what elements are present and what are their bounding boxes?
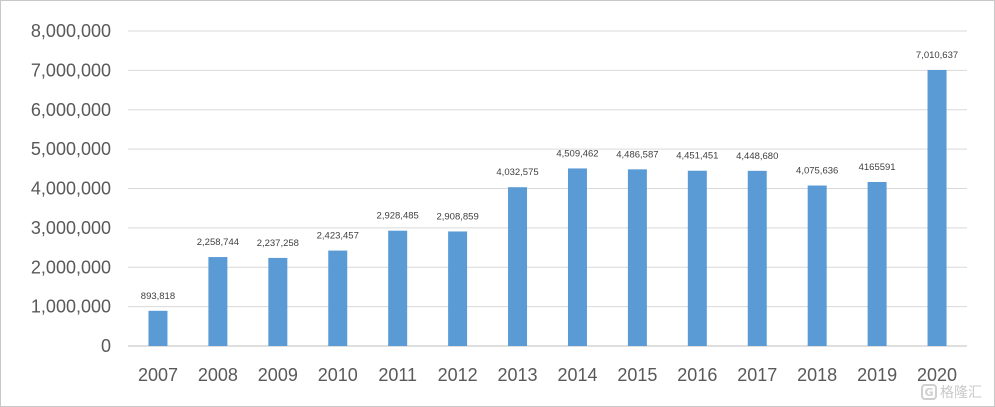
y-axis-ticks: 0 1,000,000 2,000,000 3,000,000 4,000,000 5,0… [31, 21, 111, 356]
x-tick-label: 2017 [737, 365, 777, 385]
data-label: 893,818 [141, 291, 175, 302]
bar [328, 250, 348, 346]
y-tick-label: 3,000,000 [31, 218, 111, 238]
y-tick-label: 4,000,000 [31, 179, 111, 199]
bar [927, 69, 947, 346]
bar [687, 170, 707, 346]
y-tick-label: 5,000,000 [31, 139, 111, 159]
x-tick-label: 2014 [557, 365, 597, 385]
bar [448, 231, 468, 346]
bar [567, 168, 587, 346]
x-tick-label: 2013 [498, 365, 538, 385]
x-tick-label: 2011 [378, 365, 417, 385]
x-tick-label: 2007 [138, 365, 178, 385]
y-tick-label: 1,000,000 [31, 297, 111, 317]
data-label: 4165591 [859, 162, 896, 173]
bar [268, 257, 288, 346]
y-tick-label: 7,000,000 [31, 60, 111, 80]
data-label: 4,509,462 [556, 148, 598, 159]
x-tick-label: 2009 [258, 365, 298, 385]
watermark-text: 格隆汇 [940, 385, 982, 401]
data-label: 4,075,636 [796, 166, 838, 177]
data-labels: 893,818 2,258,744 2,237,258 2,423,457 2,928,… [141, 50, 958, 302]
x-tick-label: 2015 [617, 365, 657, 385]
bar [388, 230, 408, 346]
data-label: 2,908,859 [436, 211, 478, 222]
y-tick-label: 8,000,000 [31, 21, 111, 41]
data-label: 2,423,457 [317, 231, 359, 242]
bar [747, 170, 767, 346]
bar [627, 169, 647, 346]
bar [208, 257, 228, 346]
data-label: 4,486,587 [616, 149, 658, 160]
bar [807, 185, 827, 346]
bar [508, 187, 528, 346]
y-tick-label: 6,000,000 [31, 100, 111, 120]
x-tick-label: 2016 [677, 365, 717, 385]
watermark-logo-icon: G [921, 384, 937, 400]
x-axis-ticks: 2007 2008 2009 2010 2011 2012 2013 2014 2015 2016… [138, 365, 957, 385]
bar [867, 181, 887, 346]
bar [148, 310, 168, 346]
x-tick-label: 2018 [797, 365, 837, 385]
watermark: G 格隆汇 [921, 382, 982, 402]
y-tick-label: 2,000,000 [31, 257, 111, 277]
gridlines [128, 30, 967, 347]
data-label: 2,237,258 [257, 238, 299, 249]
data-label: 2,258,744 [197, 237, 239, 248]
data-label: 4,448,680 [736, 151, 778, 162]
data-label: 4,451,451 [676, 151, 718, 162]
data-label: 4,032,575 [496, 167, 538, 178]
x-tick-label: 2010 [318, 365, 358, 385]
data-label: 7,010,637 [916, 50, 958, 61]
data-label: 2,928,485 [377, 211, 419, 222]
x-tick-label: 2019 [857, 365, 897, 385]
x-tick-label: 2012 [438, 365, 478, 385]
bars [148, 69, 947, 346]
y-tick-label: 0 [101, 336, 111, 356]
x-tick-label: 2020 [917, 365, 957, 385]
x-tick-label: 2008 [198, 365, 238, 385]
